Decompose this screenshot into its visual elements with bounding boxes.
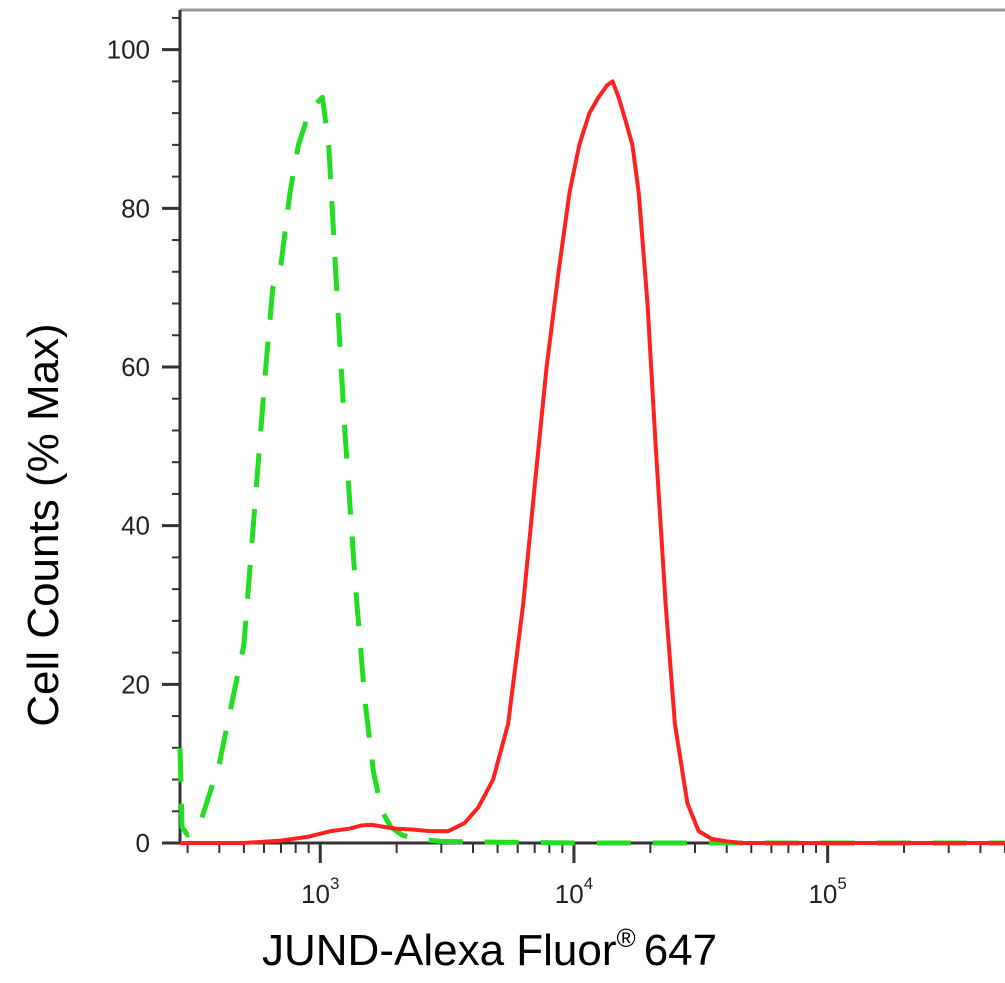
x-axis-title-suffix: 647 [644, 926, 717, 975]
x-axis-title-main: JUND-Alexa Fluor [262, 926, 617, 975]
sample-series-line [180, 79, 1005, 845]
x-axis-title: JUND-Alexa Fluor® 647 [262, 923, 717, 975]
x-tick-label-exponent: 5 [837, 874, 846, 893]
x-tick-label-base: 10 [301, 879, 330, 909]
control-series-line [177, 94, 1005, 846]
y-axis-title: Cell Counts (% Max) [19, 323, 68, 726]
x-tick-label-base: 10 [555, 879, 584, 909]
y-tick-label: 100 [107, 35, 150, 65]
x-axis-title-registered-mark: ® [617, 923, 636, 953]
x-tick-label-exponent: 4 [584, 874, 593, 893]
y-tick-label: 20 [121, 669, 150, 699]
x-tick-label-base: 10 [808, 879, 837, 909]
y-tick-label: 0 [136, 828, 150, 858]
y-tick-label: 40 [121, 511, 150, 541]
y-tick-label: 60 [121, 352, 150, 382]
series-layer [177, 79, 1005, 846]
y-tick-label: 80 [121, 193, 150, 223]
x-tick-label-exponent: 3 [330, 874, 339, 893]
labels: Cell Counts (% Max) JUND-Alexa Fluor® 647 [19, 323, 717, 975]
x-tick-label: 103 [301, 874, 339, 909]
x-tick-label: 105 [808, 874, 846, 909]
x-tick-label: 104 [555, 874, 593, 909]
